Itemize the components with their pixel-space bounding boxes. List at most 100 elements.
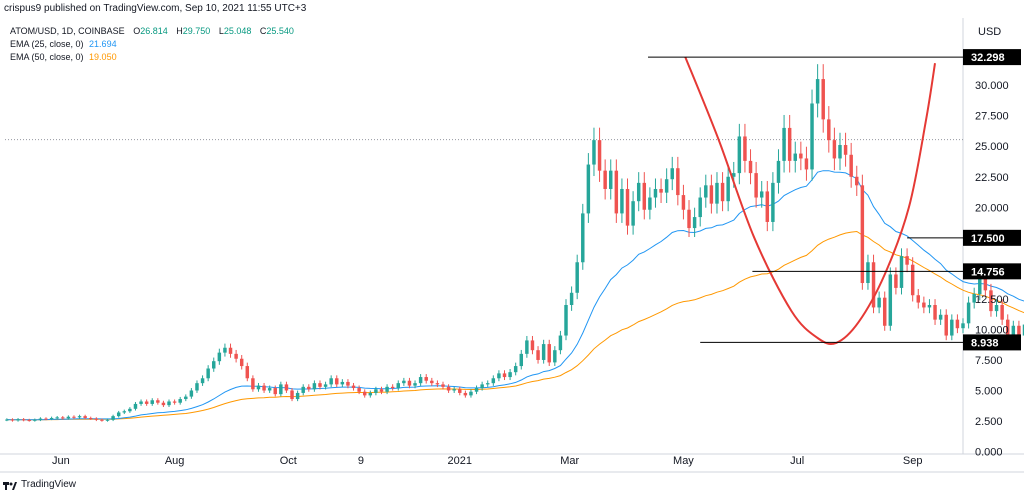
candle-body [94,418,99,420]
price-tick-label: 5.000 [975,385,1003,397]
candle-body [849,154,853,177]
candle [323,381,328,390]
candle [771,172,775,232]
candle-body [116,412,121,417]
candle [782,114,786,173]
candle [765,181,770,232]
level-label-bg [963,263,1021,280]
candle-body [726,176,730,202]
price-tick-label: 7.500 [975,355,1003,367]
candle [357,385,361,395]
candle-body [33,419,37,421]
candle [284,381,289,393]
candle-body [184,396,188,400]
candle [832,127,837,171]
candle-body [189,390,194,397]
candle [564,299,568,341]
candle [418,374,423,386]
candle-body [525,340,529,354]
tradingview-footer[interactable]: TradingView [3,479,76,490]
candle-body [508,372,512,378]
candle [239,355,244,370]
candle [116,410,121,418]
candle [793,141,797,173]
candle-body [581,213,585,263]
legend-high-key: H [176,26,183,36]
candle-body [787,127,792,161]
candle [61,415,65,420]
candle [950,314,954,341]
candle [167,399,171,408]
candle-body [961,323,965,329]
legend-low-key: L [218,26,224,36]
candle-body [105,419,110,421]
candles-layer [5,64,1024,422]
candle-body [485,383,490,385]
candle [279,381,283,397]
candle-body [100,419,104,421]
legend-ema25-value: 21.694 [89,39,117,49]
candle [27,418,31,422]
candle-body [1011,325,1016,337]
candle-body [670,168,674,180]
candle-body [480,384,484,389]
candle [536,346,540,364]
candle [586,153,591,223]
ema50-line [6,230,1024,421]
candle-body [698,197,702,218]
candle-body [530,340,535,351]
candle-body [625,188,630,226]
candle [916,288,921,309]
candle-body [413,383,417,386]
candle-body [687,209,691,229]
time-tick-label: May [673,455,694,467]
candle [955,314,960,334]
level-label-bg [963,334,1021,351]
candle [715,172,719,214]
candle-body [83,416,87,418]
candle [1000,299,1004,325]
candle-body [804,158,809,170]
candle-body [441,384,445,387]
candle-body [1000,305,1004,320]
candle-body [732,173,736,177]
time-axis[interactable]: Jun Aug Oct 9 2021 Mar May Jul Sep [52,455,922,467]
candle-body [944,314,948,336]
candle [938,309,943,325]
candle [89,416,93,420]
candle-body [290,390,294,400]
candle [648,187,652,220]
candle [251,375,255,392]
candle [989,283,993,317]
candle-body [27,420,31,422]
legend-symbol[interactable]: ATOM/USD, 1D, COINBASE [10,26,125,36]
candle-body [564,305,568,336]
candle-body [217,352,222,362]
candle [513,362,518,376]
candle [882,291,887,331]
candle-body [955,319,960,329]
legend-ema25-label[interactable]: EMA (25, close, 0) [10,39,84,49]
level-label: 32.298 [971,52,1005,64]
candle-body [491,378,496,384]
candle-body [150,400,154,404]
candle-body [139,401,143,404]
candle-body [536,350,540,360]
candle [838,132,842,171]
candle [877,291,881,314]
candle-body [715,182,719,204]
candle-body [950,319,954,336]
candle [66,415,71,420]
candle [910,257,915,302]
legend-ema50-label[interactable]: EMA (50, close, 0) [10,52,84,62]
candle [519,349,524,370]
candle-body [1017,325,1021,336]
level-labels-layer: 32.298 17.500 14.756 8.938 [963,49,1021,351]
level-label: 14.756 [971,266,1005,278]
candle-body [832,140,837,159]
candle [966,296,971,329]
candle-body [636,182,641,202]
candle [301,384,305,396]
candle [480,381,484,391]
